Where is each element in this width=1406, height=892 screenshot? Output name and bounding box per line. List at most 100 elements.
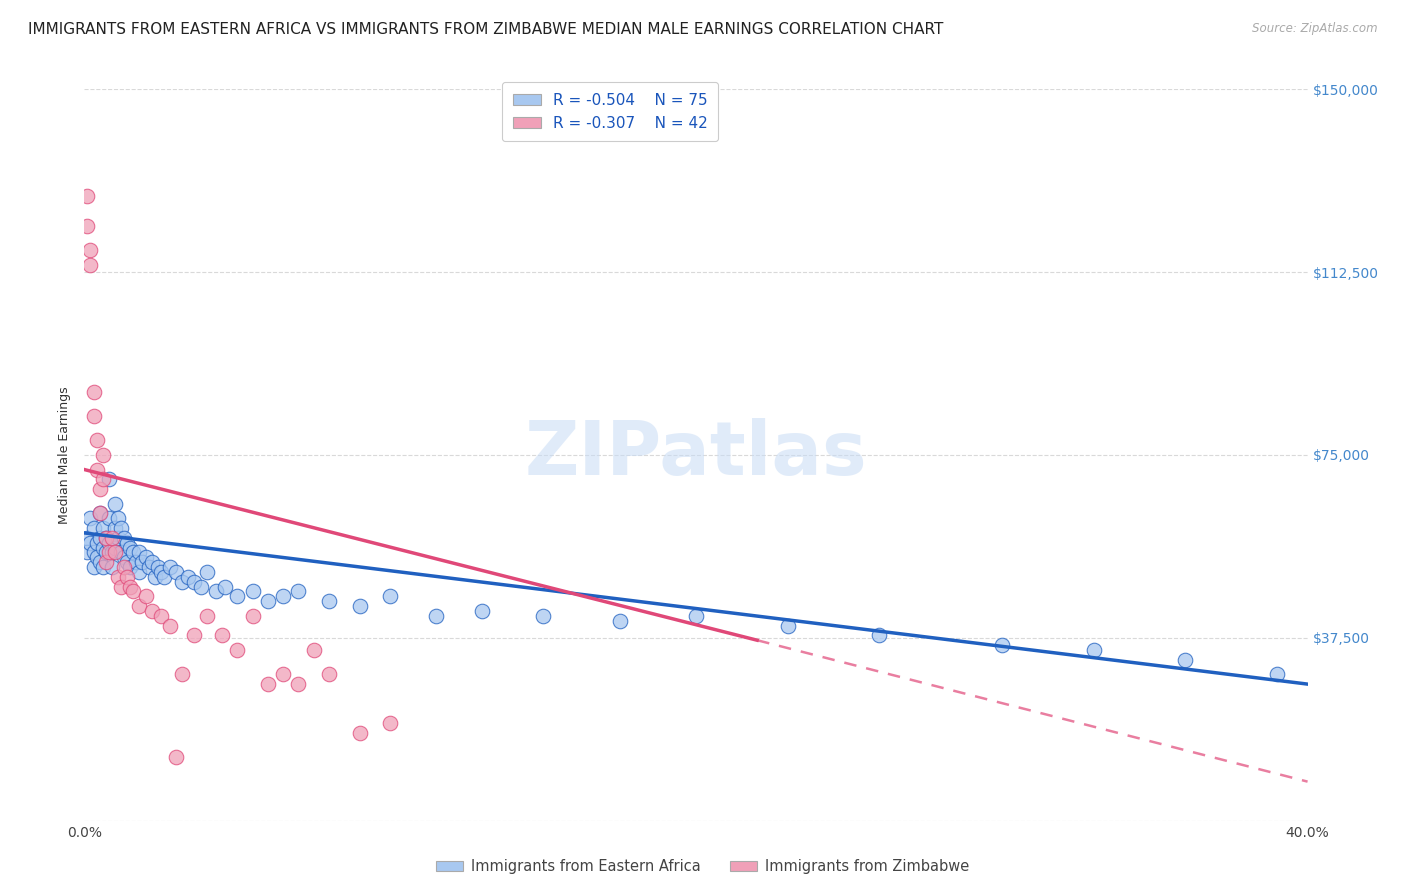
Point	[271, 590, 294, 604]
Text: ZIPatlas: ZIPatlas	[524, 418, 868, 491]
Point	[97, 535, 120, 549]
Point	[94, 555, 117, 569]
Point	[471, 604, 494, 618]
Point	[128, 545, 150, 559]
Point	[128, 599, 150, 613]
Point	[159, 618, 181, 632]
Point	[226, 643, 249, 657]
Text: IMMIGRANTS FROM EASTERN AFRICA VS IMMIGRANTS FROM ZIMBABWE MEDIAN MALE EARNINGS : IMMIGRANTS FROM EASTERN AFRICA VS IMMIGR…	[28, 22, 943, 37]
Point	[349, 599, 371, 613]
Point	[141, 555, 163, 569]
Point	[138, 560, 160, 574]
Point	[104, 541, 127, 555]
Point	[83, 560, 105, 574]
Point	[211, 628, 233, 642]
Point	[83, 545, 105, 559]
Point	[112, 531, 135, 545]
Point	[177, 570, 200, 584]
Point	[128, 565, 150, 579]
Point	[869, 628, 891, 642]
Point	[195, 608, 218, 623]
Point	[1174, 653, 1197, 667]
Point	[776, 618, 799, 632]
Point	[183, 574, 205, 589]
Point	[94, 531, 117, 545]
Point	[110, 545, 132, 559]
Point	[425, 608, 447, 623]
Text: Source: ZipAtlas.com: Source: ZipAtlas.com	[1253, 22, 1378, 36]
Point	[214, 580, 236, 594]
Point	[135, 590, 157, 604]
Point	[120, 580, 142, 594]
Point	[115, 570, 138, 584]
Point	[991, 638, 1014, 652]
Point	[86, 535, 108, 549]
Point	[125, 555, 148, 569]
Point	[107, 511, 129, 525]
Point	[110, 580, 132, 594]
Point	[97, 545, 120, 559]
Point	[380, 590, 402, 604]
Point	[183, 628, 205, 642]
Point	[159, 560, 181, 574]
Point	[685, 608, 707, 623]
Point	[287, 584, 309, 599]
Point	[122, 584, 145, 599]
Point	[226, 590, 249, 604]
Point	[76, 545, 98, 559]
Point	[271, 667, 294, 681]
Point	[120, 541, 142, 555]
Point	[79, 511, 101, 525]
Point	[172, 667, 194, 681]
Point	[89, 507, 111, 521]
Point	[531, 608, 554, 623]
Point	[76, 219, 98, 233]
Point	[101, 560, 124, 574]
Point	[172, 574, 194, 589]
Y-axis label: Median Male Earnings: Median Male Earnings	[58, 386, 72, 524]
Point	[153, 570, 176, 584]
Point	[112, 560, 135, 574]
Point	[115, 555, 138, 569]
Point	[115, 535, 138, 549]
Point	[89, 482, 111, 496]
Point	[91, 472, 114, 486]
Point	[149, 608, 172, 623]
Point	[101, 531, 124, 545]
Point	[1265, 667, 1288, 681]
Point	[79, 535, 101, 549]
Point	[149, 565, 172, 579]
Point	[107, 570, 129, 584]
Point	[86, 462, 108, 476]
Point	[190, 580, 212, 594]
Point	[195, 565, 218, 579]
Point	[205, 584, 228, 599]
Point	[112, 550, 135, 565]
Point	[83, 409, 105, 423]
Point	[76, 531, 98, 545]
Point	[94, 531, 117, 545]
Point	[107, 531, 129, 545]
Point	[104, 497, 127, 511]
Point	[97, 472, 120, 486]
Point	[94, 545, 117, 559]
Point	[110, 521, 132, 535]
Point	[242, 608, 264, 623]
Legend: R = -0.504    N = 75, R = -0.307    N = 42: R = -0.504 N = 75, R = -0.307 N = 42	[502, 82, 718, 141]
Point	[318, 667, 340, 681]
Legend: Immigrants from Eastern Africa, Immigrants from Zimbabwe: Immigrants from Eastern Africa, Immigran…	[430, 854, 976, 880]
Point	[242, 584, 264, 599]
Point	[287, 677, 309, 691]
Point	[91, 541, 114, 555]
Point	[76, 189, 98, 203]
Point	[97, 511, 120, 525]
Point	[79, 258, 101, 272]
Point	[89, 555, 111, 569]
Point	[131, 555, 153, 569]
Point	[349, 726, 371, 740]
Point	[91, 521, 114, 535]
Point	[83, 521, 105, 535]
Point	[89, 531, 111, 545]
Point	[165, 750, 187, 764]
Point	[257, 594, 280, 608]
